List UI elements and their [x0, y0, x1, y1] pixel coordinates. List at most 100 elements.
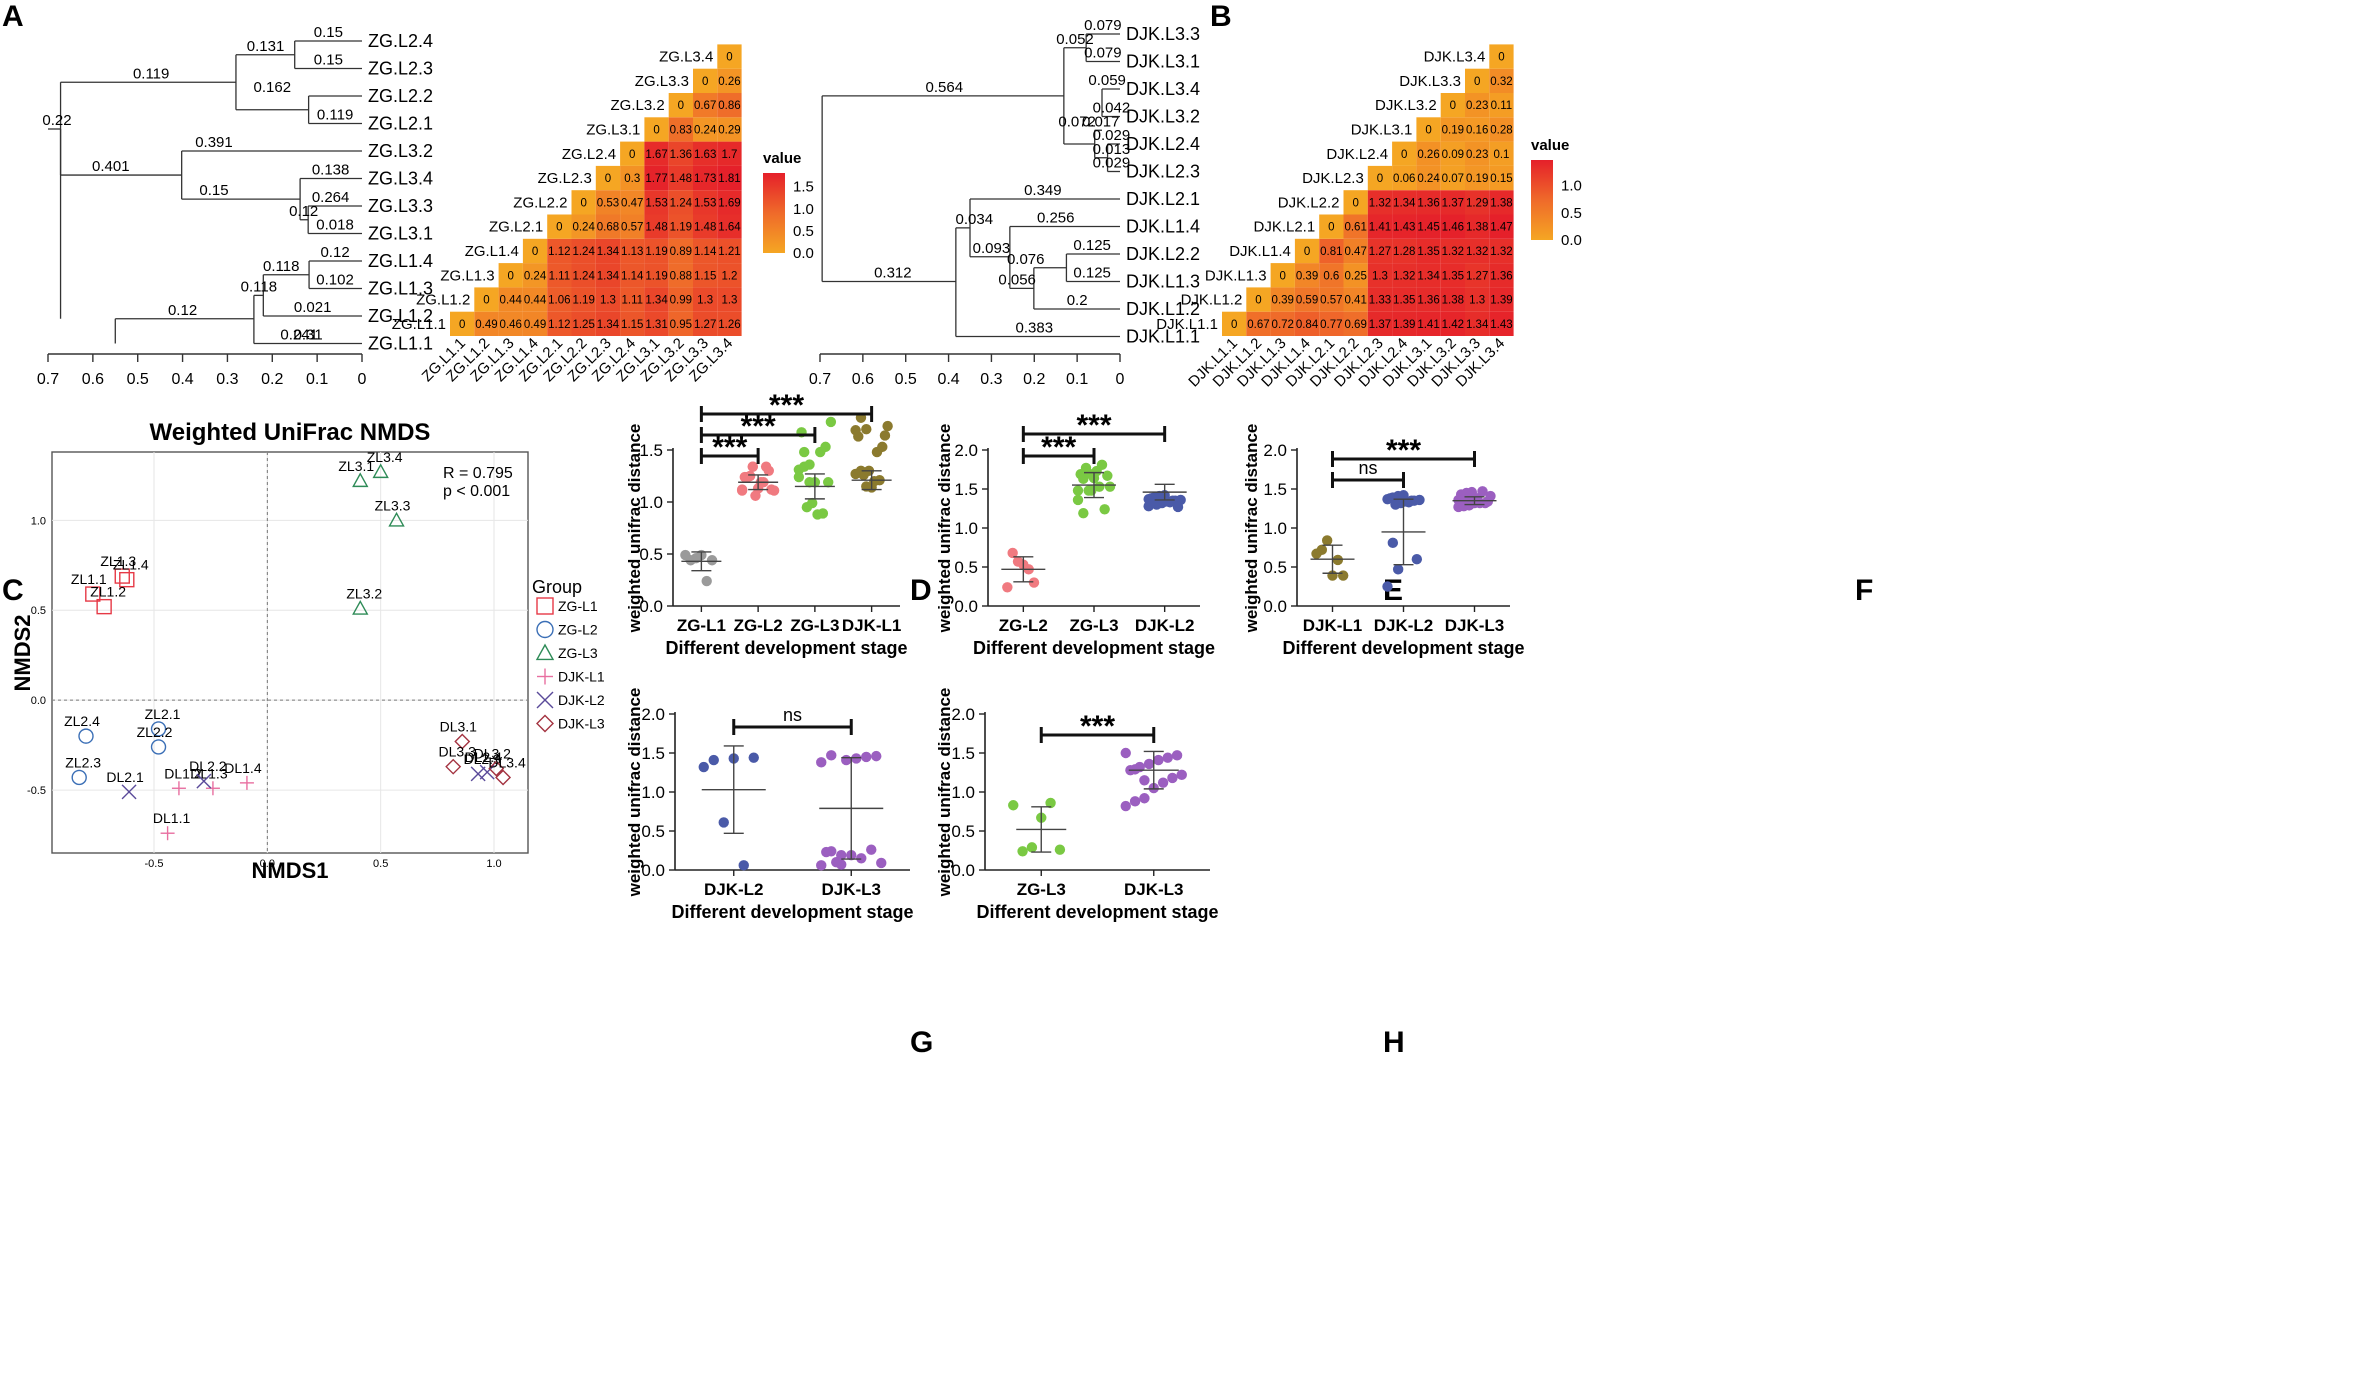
heatmap-row-label: DJK.L3.2 [1375, 97, 1437, 114]
dendro-branch-label: 0.118 [263, 258, 299, 275]
heatmap-cell [1319, 287, 1344, 312]
heatmap-cell-value: 0.67 [1247, 319, 1269, 331]
heatmap-cell [547, 214, 572, 239]
heatmap-cell [1367, 190, 1393, 215]
dendro-branch-label: 0.052 [1056, 31, 1094, 48]
heatmap-cell [1489, 68, 1514, 93]
strip-ytick-label: 2.0 [954, 441, 978, 460]
heatmap-cell-value: 0 [1280, 270, 1286, 282]
heatmap-cell-value: 0.59 [1296, 295, 1318, 307]
dendro-branch-label: 0.162 [254, 79, 292, 96]
strip-point [1321, 535, 1333, 546]
heatmap-row-label: DJK.L2.4 [1326, 146, 1388, 163]
heatmap-cell [1465, 238, 1490, 264]
heatmap-row-label: DJK.L2.3 [1302, 170, 1364, 187]
heatmap-cell [1489, 214, 1514, 239]
heatmap-cell-value: 0 [1425, 124, 1431, 136]
heatmap-cell [693, 287, 718, 312]
heatmap-cell [1489, 117, 1514, 142]
heatmap-cell [1465, 93, 1490, 118]
nmds-legend-label: DJK-L1 [558, 669, 605, 685]
heatmap-cell [717, 141, 742, 166]
heatmap-cell-value: 1.69 [718, 197, 740, 209]
heatmap-cell-value: 0 [508, 270, 514, 282]
nmds-legend-label: DJK-L3 [558, 716, 605, 732]
heatmap-cell-value: 1.48 [694, 222, 716, 234]
nmds-point-label: ZL3.1 [338, 458, 374, 474]
dendro-branch-label: 0.131 [247, 38, 285, 55]
strip-point [1162, 752, 1173, 763]
heatmap-cell [1392, 214, 1417, 239]
dendro-branch-label: 0.056 [998, 271, 1036, 288]
dendro-branch-label: 0.072 [1058, 113, 1096, 130]
heatmap-cell-value: 1.24 [572, 270, 595, 282]
heatmap-cell [693, 141, 718, 166]
heatmap-cell-value: 1.32 [1369, 197, 1391, 209]
nmds-point [488, 760, 505, 777]
heatmap-cell [595, 263, 621, 288]
heatmap-cell [1465, 117, 1490, 142]
heatmap-cell-value: 0 [629, 149, 635, 161]
heatmap-cell-value: 0 [556, 222, 562, 234]
heatmap-cell [1392, 238, 1417, 264]
nmds-xtick: 1.0 [486, 858, 501, 870]
heatmap-cell [620, 190, 645, 215]
dendro-branch-label: 0.125 [1073, 265, 1111, 282]
dendro-axis-tick-label: 0.5 [127, 371, 149, 388]
heatmap-cell [1416, 311, 1441, 336]
nmds-point [96, 598, 112, 615]
dendro-branch-label: 0.12 [168, 302, 197, 319]
nmds-point-label: ZL3.3 [375, 497, 411, 513]
heatmap-cell-value: 1.13 [621, 246, 643, 258]
heatmap-cell-value: 1.29 [1466, 197, 1488, 209]
nmds-point-label: DL3.4 [488, 754, 526, 770]
heatmap-cell [1270, 263, 1295, 288]
heatmap-cell-value: 0.46 [500, 319, 522, 331]
heatmap-cell-value: 0.15 [1490, 173, 1512, 185]
heatmap-cell [1294, 263, 1320, 288]
heatmap-cell-value: 1.28 [1393, 246, 1415, 258]
heatmap-cell [668, 117, 693, 142]
strip-point [706, 555, 718, 566]
heatmap-cell-value: 1.43 [1490, 319, 1512, 331]
strip-point [836, 849, 847, 861]
strip-point [823, 477, 834, 488]
nmds-legend-marker [536, 620, 554, 639]
strip-point [1387, 537, 1399, 549]
dendro-branch-label: 0.391 [195, 134, 233, 151]
strip-xlabel: Different development stage [976, 902, 1218, 922]
heatmap-cell [1440, 287, 1465, 312]
strip-point [816, 860, 827, 871]
heatmap-cell-value: 0 [1401, 149, 1407, 161]
heatmap-cell [693, 214, 718, 239]
heatmap-cell [1343, 190, 1368, 215]
dendro-branch-label: 0.312 [874, 265, 912, 282]
heatmap-cell [644, 190, 669, 215]
heatmap-cell [1489, 93, 1514, 118]
heatmap-cell-value: 1.46 [1442, 222, 1464, 234]
heatmap-cell-value: 1.24 [572, 246, 595, 258]
strip-ytick-label: 0.0 [951, 861, 975, 880]
heatmap-cell-value: 0 [653, 124, 659, 136]
nmds-point [71, 769, 87, 786]
dendro-branch-label: 0.2 [1067, 292, 1088, 309]
dendro-axis-tick-label: 0.4 [171, 371, 193, 388]
heatmap-cell [620, 141, 645, 166]
strip-point [807, 497, 818, 509]
heatmap-cell [1416, 141, 1441, 166]
strip-ytick-label: 0.0 [639, 597, 663, 616]
heatmap-cell-value: 0.24 [524, 270, 547, 282]
heatmap-cell [1440, 141, 1465, 166]
heatmap-row-label: DJK.L2.1 [1253, 219, 1315, 236]
heatmap-cell [717, 44, 742, 69]
strip-ytick-label: 1.5 [951, 744, 975, 763]
heatmap-row-label: ZG.L3.1 [586, 121, 640, 138]
heatmap-row-label: ZG.L1.1 [392, 316, 446, 333]
nmds-legend-title: Group [532, 577, 582, 597]
heatmap-cell-value: 0.06 [1393, 173, 1415, 185]
dendro-axis-tick-label: 0 [1116, 371, 1125, 388]
heatmap-cell-value: 1.11 [621, 295, 643, 307]
dendro-axis-tick-label: 0.1 [1066, 371, 1088, 388]
dendro-leaf-label: ZG.L2.3 [368, 59, 433, 79]
